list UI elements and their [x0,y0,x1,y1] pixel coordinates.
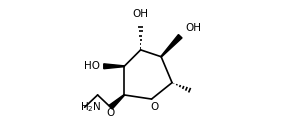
Polygon shape [104,64,124,69]
Text: OH: OH [186,23,202,33]
Polygon shape [161,34,182,57]
Text: O: O [106,108,115,118]
Text: OH: OH [133,9,149,19]
Text: HO: HO [84,61,100,71]
Polygon shape [109,95,124,109]
Text: O: O [150,102,158,112]
Text: H$_2$N: H$_2$N [80,100,101,114]
